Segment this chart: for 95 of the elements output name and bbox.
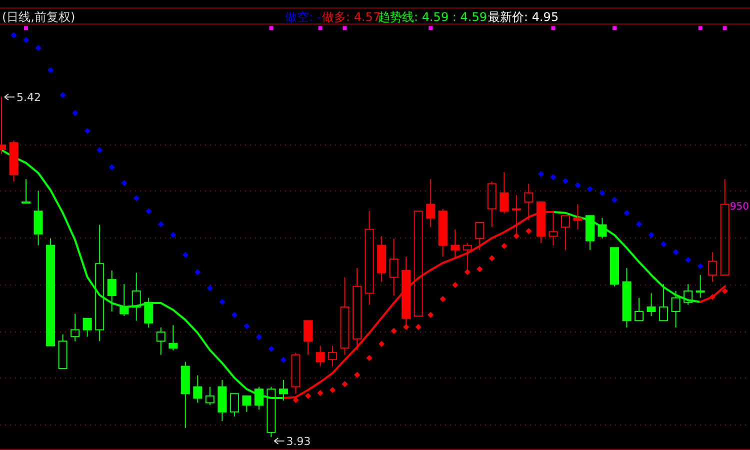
point: [464, 269, 470, 276]
point: [562, 178, 568, 184]
point: [96, 146, 103, 153]
annotation: (日线,前复权): [2, 10, 76, 24]
point: [648, 232, 654, 238]
candlestick: [377, 236, 386, 282]
point: [624, 210, 630, 216]
point: [170, 232, 176, 238]
annotation: 最新价: 4.95: [488, 10, 559, 24]
point: [672, 248, 679, 255]
point: [501, 243, 508, 250]
point: [710, 294, 716, 300]
candlestick: [316, 345, 325, 367]
point: [354, 372, 360, 378]
point: [60, 92, 66, 98]
point: [23, 36, 30, 43]
point: [685, 256, 692, 263]
point: [219, 298, 226, 305]
point: [292, 397, 299, 404]
point: [612, 26, 616, 30]
point: [403, 324, 410, 330]
candlestick: [132, 272, 141, 322]
point: [194, 269, 201, 276]
point: [256, 334, 262, 340]
point: [48, 67, 54, 74]
candlestick: [193, 374, 202, 404]
candlestick: [622, 268, 632, 328]
point: [722, 288, 728, 294]
point: [415, 324, 422, 330]
point: [244, 323, 250, 330]
point: [10, 32, 17, 38]
point: [231, 312, 238, 318]
point: [146, 208, 152, 214]
candlestick: [389, 238, 398, 296]
point: [24, 26, 28, 30]
point: [317, 390, 324, 396]
candlestick: [180, 361, 190, 428]
point: [330, 386, 336, 393]
candlestick: [426, 178, 436, 228]
candlestick: [708, 252, 718, 282]
point: [390, 328, 397, 334]
annotation: 3.93: [286, 434, 311, 448]
annotation: 950: [730, 201, 749, 212]
candlestick: [573, 204, 582, 230]
point: [551, 26, 556, 30]
point: [586, 186, 593, 192]
point: [660, 240, 667, 247]
candlestick: [328, 345, 338, 367]
point: [636, 221, 642, 228]
candlestick: [450, 228, 460, 260]
point: [428, 312, 434, 318]
candlestick: [218, 379, 227, 422]
point: [268, 346, 274, 352]
point: [305, 392, 311, 399]
point: [538, 170, 544, 177]
point: [697, 263, 704, 270]
point: [574, 182, 581, 188]
point: [158, 221, 164, 228]
candlestick: [340, 276, 350, 356]
candlestick: [107, 270, 116, 312]
point: [526, 228, 532, 234]
point: [599, 190, 606, 196]
point: [269, 26, 274, 30]
point: [121, 180, 128, 186]
point: [84, 128, 90, 134]
point: [428, 26, 433, 30]
candlestick: [671, 290, 680, 328]
point: [440, 296, 446, 302]
point: [206, 284, 213, 291]
point: [182, 252, 188, 258]
point: [342, 26, 347, 30]
annotation: 趋势线: 4.59 : 4.59: [378, 10, 487, 24]
point: [318, 26, 322, 30]
point: [342, 381, 348, 388]
candlestick: [352, 268, 362, 351]
candlestick: [364, 210, 374, 306]
point: [513, 232, 520, 239]
annotation: 做空: -: [285, 10, 322, 24]
annotation: 5.42: [16, 91, 41, 104]
point: [476, 266, 483, 272]
point: [108, 164, 115, 170]
point: [612, 196, 618, 203]
point: [550, 174, 556, 180]
point: [488, 255, 495, 262]
point: [452, 282, 458, 288]
point: [72, 110, 78, 116]
point: [280, 356, 286, 363]
point: [35, 44, 42, 51]
point: [722, 26, 727, 30]
point: [698, 26, 702, 30]
candlestick: [95, 224, 104, 342]
point: [378, 340, 385, 347]
candlestick: [34, 190, 43, 246]
point: [366, 355, 372, 362]
point: [133, 195, 140, 202]
